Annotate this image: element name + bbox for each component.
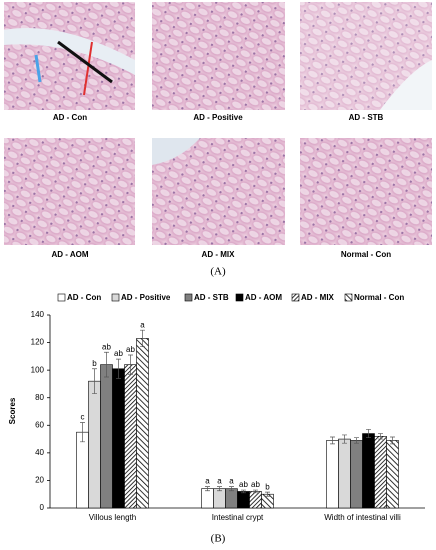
image xyxy=(152,2,285,110)
image-label: AD - Con xyxy=(53,113,87,122)
bar xyxy=(124,364,137,509)
bar xyxy=(249,491,262,509)
bar xyxy=(338,438,351,509)
error-bar xyxy=(265,491,270,497)
significance-letter: a xyxy=(229,477,234,486)
error-bar xyxy=(342,434,347,444)
y-tick-label: 40 xyxy=(35,448,44,457)
legend-label: Normal - Con xyxy=(354,293,404,302)
bar xyxy=(76,431,89,509)
bar xyxy=(350,440,363,509)
error-bar xyxy=(116,358,121,379)
y-axis-label: Scores xyxy=(8,397,17,424)
error-bar xyxy=(253,489,258,494)
y-tick-label: 20 xyxy=(35,476,44,485)
panel-label: (A) xyxy=(210,266,226,278)
error-bar xyxy=(92,368,97,394)
legend-label: AD - AOM xyxy=(245,293,282,302)
y-tick-label: 80 xyxy=(35,393,44,402)
bar xyxy=(374,436,387,509)
image-label: Normal - Con xyxy=(341,250,391,259)
marker-line xyxy=(57,40,113,84)
panel-label: (B) xyxy=(211,533,226,545)
image xyxy=(4,138,135,245)
bar xyxy=(112,368,125,509)
legend-label: AD - Positive xyxy=(121,293,171,302)
error-bar xyxy=(205,486,210,492)
error-bar xyxy=(354,437,359,444)
error-bar xyxy=(366,429,371,439)
marker-line xyxy=(34,54,42,83)
lumen xyxy=(4,28,135,75)
significance-letter: ab xyxy=(102,342,111,351)
bar xyxy=(136,338,149,509)
histology-images xyxy=(4,2,432,245)
bar xyxy=(362,433,375,509)
y-tick-label: 140 xyxy=(31,310,45,319)
significance-letter: ab xyxy=(114,349,123,358)
image-label: AD - STB xyxy=(349,113,384,122)
significance-letter: a xyxy=(205,477,210,486)
x-tick-label: Width of intestinal villi xyxy=(324,513,401,522)
lumen xyxy=(152,138,200,165)
error-bar xyxy=(390,436,395,445)
error-bar xyxy=(241,489,246,494)
error-bar xyxy=(128,354,133,375)
bar xyxy=(326,440,339,509)
error-bar xyxy=(229,486,234,492)
error-bar xyxy=(104,351,109,378)
x-tick-label: Intestinal crypt xyxy=(212,513,264,522)
bar xyxy=(88,380,101,509)
significance-letter: a xyxy=(140,320,145,329)
x-tick-label: Villous length xyxy=(89,513,136,522)
significance-letter: ab xyxy=(251,480,260,489)
legend-label: AD - MIX xyxy=(301,293,335,302)
significance-letter: a xyxy=(217,477,222,486)
bar xyxy=(386,440,399,509)
legend-swatch xyxy=(291,293,300,302)
significance-letter: b xyxy=(92,359,97,368)
image-label: AD - MIX xyxy=(202,250,236,259)
significance-letter: b xyxy=(265,482,270,491)
bar xyxy=(100,364,113,509)
image xyxy=(300,138,432,245)
marker-line xyxy=(83,41,93,96)
bar xyxy=(237,491,250,509)
y-tick-label: 60 xyxy=(35,420,44,429)
bar xyxy=(213,488,226,509)
image-label: AD - Positive xyxy=(193,113,243,122)
legend-swatch xyxy=(111,293,120,302)
image-label: AD - AOM xyxy=(51,250,88,259)
legend-label: AD - Con xyxy=(67,293,101,302)
legend-swatch xyxy=(344,293,353,302)
lumen xyxy=(380,60,432,110)
legend-swatch xyxy=(184,293,193,302)
y-tick-label: 120 xyxy=(31,338,45,347)
legend-swatch xyxy=(235,293,244,302)
significance-letter: ab xyxy=(239,480,248,489)
y-tick-label: 100 xyxy=(31,365,45,374)
y-tick-label: 0 xyxy=(40,503,45,512)
legend-label: AD - STB xyxy=(194,293,229,302)
significance-letter: ab xyxy=(126,345,135,354)
error-bar xyxy=(140,329,145,348)
error-bar xyxy=(80,422,85,443)
error-bar xyxy=(330,436,335,445)
legend-swatch xyxy=(57,293,66,302)
error-bar xyxy=(217,486,222,492)
bar xyxy=(201,488,214,509)
bar xyxy=(225,488,238,509)
significance-letter: c xyxy=(81,413,85,422)
error-bar xyxy=(378,433,383,440)
